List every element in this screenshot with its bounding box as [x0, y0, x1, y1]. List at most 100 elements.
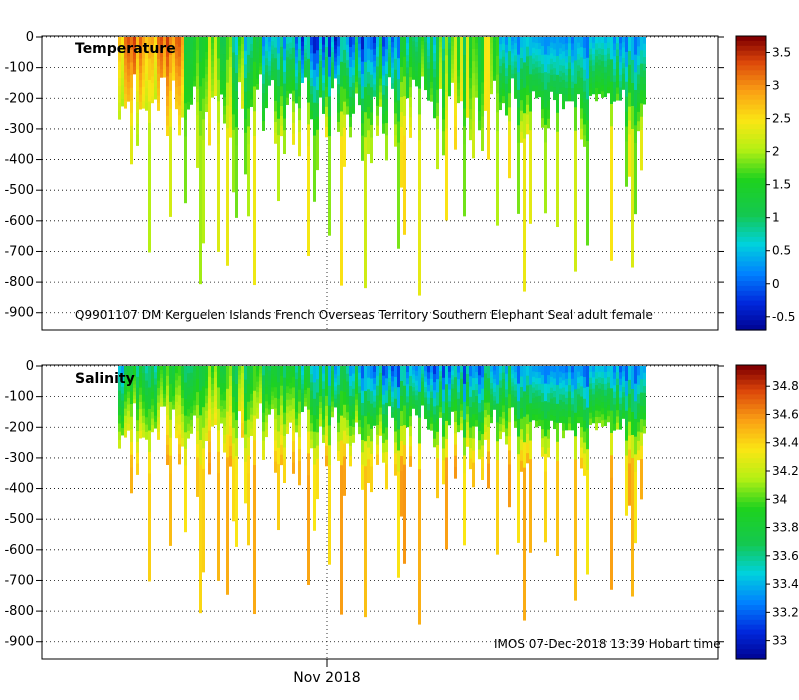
- profile-cell: [403, 464, 406, 485]
- profile-cell: [163, 366, 166, 371]
- profile-cell: [469, 437, 472, 449]
- profile-cell: [190, 419, 193, 428]
- profile-cell: [337, 112, 340, 123]
- profile-cell: [541, 91, 544, 101]
- profile-cell: [148, 537, 151, 560]
- profile-cell: [229, 47, 232, 58]
- profile-cell: [448, 54, 451, 62]
- colorbar-segment: [736, 580, 766, 587]
- profile-cell: [607, 53, 610, 60]
- profile-cell: [430, 37, 433, 44]
- profile-cell: [172, 54, 175, 60]
- profile-cell: [628, 435, 631, 451]
- colorbar-segment: [736, 467, 766, 474]
- profile-cell: [139, 87, 142, 96]
- profile-cell: [430, 69, 433, 76]
- profile-cell: [610, 237, 613, 261]
- profile-cell: [472, 133, 475, 147]
- profile-cell: [637, 384, 640, 395]
- profile-cell: [295, 392, 298, 400]
- profile-cell: [541, 384, 544, 394]
- profile-cell: [127, 398, 130, 405]
- profile-cell: [295, 50, 298, 58]
- profile-cell: [160, 73, 163, 78]
- profile-cell: [280, 385, 283, 397]
- profile-cell: [304, 397, 307, 403]
- profile-cell: [472, 97, 475, 110]
- profile-cell: [319, 408, 322, 415]
- profile-cell: [202, 57, 205, 79]
- profile-cell: [607, 371, 610, 378]
- profile-cell: [640, 459, 643, 473]
- profile-cell: [562, 423, 565, 432]
- temperature-colorbar: 3.532.521.510.50-0.5: [735, 35, 795, 331]
- profile-cell: [406, 408, 409, 416]
- profile-cell: [472, 438, 475, 452]
- profile-cell: [379, 43, 382, 52]
- profile-cell: [559, 65, 562, 72]
- profile-cell: [502, 392, 505, 400]
- profile-cell: [577, 366, 580, 373]
- profile-cell: [508, 121, 511, 136]
- profile-cell: [508, 366, 511, 381]
- profile-cell: [262, 102, 265, 113]
- profile-cell: [520, 47, 523, 59]
- timestamp-annotation: IMOS 07-Dec-2018 13:39 Hobart time: [494, 637, 721, 651]
- profile-cell: [127, 88, 130, 96]
- profile-cell: [487, 110, 490, 123]
- profile-cell: [538, 72, 541, 80]
- colorbar-segment: [736, 178, 766, 184]
- profile-cell: [415, 410, 418, 416]
- profile-cell: [256, 42, 259, 48]
- profile-cell: [493, 370, 496, 376]
- profile-cell: [484, 395, 487, 404]
- colorbar-segment: [736, 365, 766, 371]
- profile-cell: [151, 398, 154, 406]
- profile-cell: [199, 135, 202, 161]
- profile-cell: [589, 72, 592, 79]
- profile-cell: [415, 56, 418, 62]
- profile-cell: [151, 418, 154, 426]
- profile-cell: [250, 379, 253, 388]
- profile-cell: [421, 56, 424, 61]
- profile-cell: [460, 366, 463, 373]
- profile-cell: [154, 390, 157, 398]
- profile-cell: [352, 37, 355, 46]
- profile-cell: [415, 41, 418, 48]
- profile-cell: [298, 472, 301, 486]
- profile-cell: [616, 391, 619, 399]
- profile-cell: [502, 89, 505, 97]
- profile-cell: [364, 466, 367, 492]
- profile-cell: [403, 366, 406, 387]
- profile-cell: [325, 425, 328, 437]
- profile-cell: [145, 51, 148, 60]
- profile-cell: [523, 518, 526, 545]
- profile-cell: [628, 148, 631, 163]
- profile-cell: [121, 414, 124, 422]
- profile-cell: [121, 386, 124, 395]
- profile-cell: [349, 425, 352, 437]
- profile-cell: [415, 390, 418, 396]
- profile-cell: [622, 402, 625, 409]
- profile-cell: [247, 197, 250, 217]
- profile-cell: [289, 416, 292, 423]
- profile-cell: [130, 151, 133, 165]
- profile-cell: [331, 386, 334, 392]
- profile-cell: [616, 43, 619, 51]
- profile-cell: [292, 408, 295, 421]
- profile-cell: [268, 366, 271, 372]
- profile-cell: [166, 415, 169, 426]
- profile-cell: [202, 407, 205, 429]
- profile-cell: [601, 396, 604, 403]
- profile-cell: [232, 443, 235, 460]
- profile-cell: [205, 403, 208, 412]
- profile-cell: [307, 168, 310, 191]
- profile-cell: [460, 43, 463, 51]
- profile-cell: [313, 168, 316, 186]
- profile-cell: [391, 396, 394, 403]
- profile-cell: [634, 507, 637, 526]
- y-tick-label: -400: [4, 153, 34, 168]
- profile-cell: [346, 60, 349, 69]
- profile-cell: [577, 65, 580, 72]
- colorbar-segment: [736, 222, 766, 228]
